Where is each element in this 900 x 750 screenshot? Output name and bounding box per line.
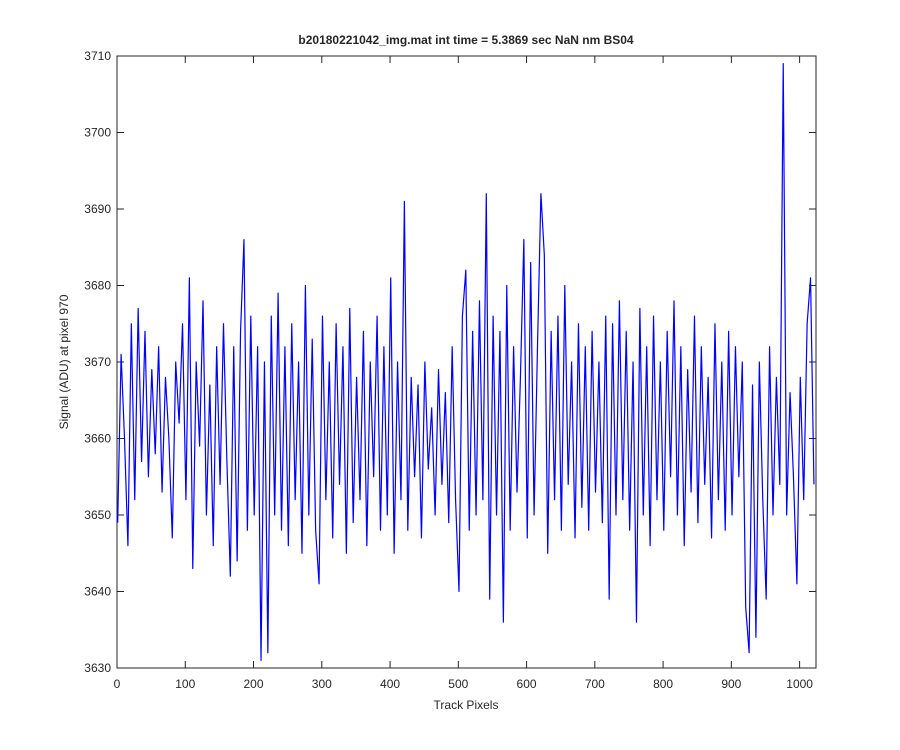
y-tick-label: 3690 [84, 202, 111, 216]
y-tick-label: 3680 [84, 279, 111, 293]
y-tick-label: 3700 [84, 126, 111, 140]
x-tick-label: 1000 [786, 677, 813, 691]
x-tick-label: 300 [312, 677, 332, 691]
y-tick-label: 3660 [84, 432, 111, 446]
y-tick-label: 3710 [84, 49, 111, 63]
x-tick-label: 900 [721, 677, 741, 691]
x-tick-label: 500 [448, 677, 468, 691]
y-tick-label: 3630 [84, 661, 111, 675]
y-tick-label: 3650 [84, 508, 111, 522]
x-tick-label: 100 [175, 677, 195, 691]
x-tick-label: 600 [517, 677, 537, 691]
data-line [117, 63, 815, 661]
chart-title: b20180221042_img.mat int time = 5.3869 s… [298, 33, 634, 47]
x-tick-label: 700 [585, 677, 605, 691]
y-tick-label: 3640 [84, 585, 111, 599]
x-tick-label: 0 [114, 677, 121, 691]
x-axis-label: Track Pixels [434, 698, 499, 712]
y-axis-label: Signal (ADU) at pixel 970 [57, 294, 71, 429]
x-tick-label: 800 [653, 677, 673, 691]
x-tick-label: 400 [380, 677, 400, 691]
y-tick-label: 3670 [84, 355, 111, 369]
x-tick-label: 200 [244, 677, 264, 691]
